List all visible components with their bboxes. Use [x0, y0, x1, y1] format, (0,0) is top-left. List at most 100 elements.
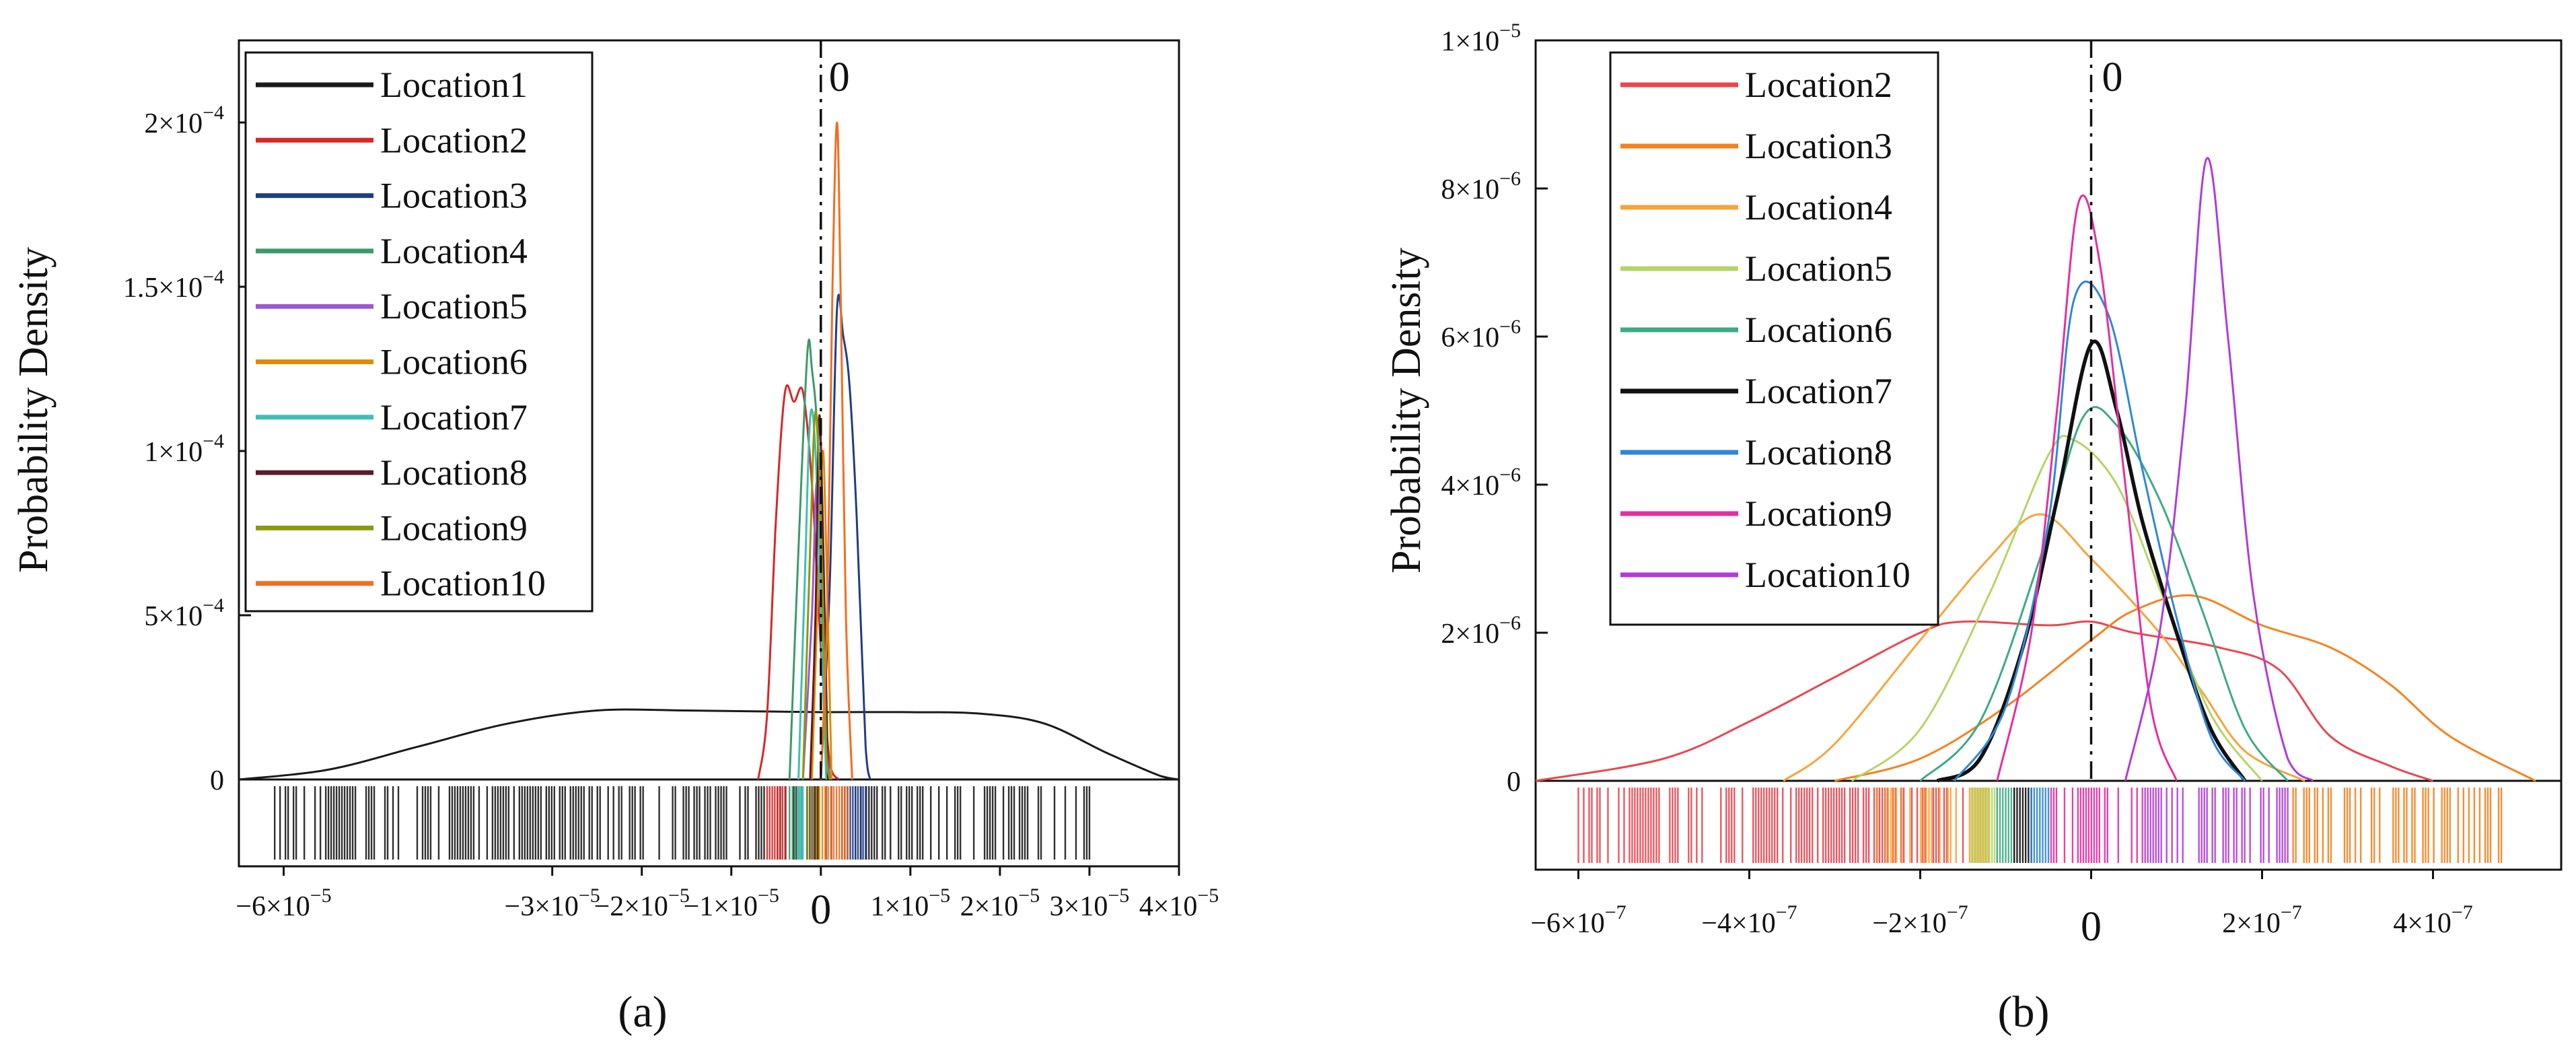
x-tick-label: −1×10−5: [684, 884, 779, 922]
legend-item: Location9: [256, 508, 528, 548]
x-tick-label-base: −2×10: [594, 891, 668, 922]
series-line-location7: [797, 408, 828, 780]
x-tick-label: 0: [2081, 904, 2102, 950]
y-tick-label-base: 5×10: [144, 601, 203, 632]
x-tick-label: 1×10−5: [871, 884, 951, 922]
x-tick-label-base: 2×10: [2222, 908, 2281, 939]
x-tick-label-exp: −7: [2452, 901, 2473, 924]
legend-item: Location8: [1620, 432, 1892, 473]
legend-label: Location8: [380, 452, 528, 493]
x-tick-label-exp: −7: [1605, 901, 1626, 924]
y-tick-label: 0: [210, 765, 224, 796]
y-tick-label-exp: −5: [1499, 20, 1521, 42]
legend-item: Location4: [1620, 187, 1892, 228]
series-line-location10: [820, 121, 853, 780]
x-tick-label-exp: −5: [1018, 884, 1040, 907]
series-line-location3: [820, 293, 871, 780]
legend-item: Location10: [1620, 555, 1910, 595]
x-tick-label-exp: −5: [1108, 884, 1129, 907]
x-tick-label-exp: −5: [310, 884, 332, 907]
legend-label: Location2: [380, 120, 528, 160]
legend-item: Location1: [256, 65, 528, 105]
series-line-location7: [1936, 339, 2247, 783]
y-tick-label: 2×10−4: [144, 102, 224, 139]
legend-item: Location5: [1620, 248, 1892, 289]
y-tick-label: 8×10−6: [1441, 168, 1521, 205]
zero-reference-label: 0: [829, 55, 850, 100]
x-tick-label: −6×10−5: [236, 884, 331, 922]
x-tick-label: −6×10−7: [1530, 901, 1626, 939]
y-tick-label: 5×10−4: [144, 594, 224, 632]
legend-label: Location9: [1745, 493, 1892, 534]
legend-label: Location4: [1745, 187, 1892, 228]
legend-item: Location7: [1620, 371, 1892, 411]
x-tick-label-base: −6×10: [1530, 908, 1604, 939]
x-tick-label-base: 2×10: [960, 891, 1019, 922]
x-tick-label: −2×10−7: [1872, 901, 1968, 939]
y-tick-label-base: 8×10: [1441, 174, 1499, 205]
y-tick-label-base: 6×10: [1441, 322, 1499, 353]
legend-item: Location3: [256, 176, 528, 216]
series-line-location2: [1535, 620, 2433, 782]
y-tick-label-exp: −4: [203, 102, 224, 124]
legend-label: Location6: [380, 342, 528, 382]
legend-box: [244, 51, 594, 613]
x-tick-label-exp: −7: [2281, 901, 2302, 924]
chart-panel-b: 02×10−64×10−66×10−68×10−61×10−5−6×10−7 −4…: [1384, 20, 2563, 1037]
panel-label: (b): [1998, 987, 2050, 1037]
x-tick-label-base: 3×10: [1050, 891, 1108, 922]
legend-item: Location4: [256, 231, 528, 271]
x-tick-label-exp: −7: [1776, 901, 1797, 924]
x-tick-label-base: 4×10: [1139, 891, 1198, 922]
series-line-location4: [1783, 513, 2305, 782]
legend-label: Location3: [1745, 126, 1892, 166]
x-tick-label: −2×10−5: [594, 884, 690, 922]
y-axis-label: Probability Density: [1384, 248, 1429, 574]
legend-label: Location6: [1745, 310, 1892, 350]
legend: Location2 Location3 Location4 Location5 Loca…: [1609, 51, 1939, 626]
y-tick-label-exp: −4: [203, 594, 224, 617]
y-tick-label: 1×10−4: [144, 430, 224, 468]
y-tick-label-base: 1.5×10: [123, 273, 203, 304]
legend-item: Location5: [256, 286, 528, 326]
x-tick-label: −3×10−5: [505, 884, 600, 922]
legend-label: Location9: [380, 508, 528, 548]
legend-label: Location10: [380, 563, 546, 604]
y-tick-label-base: 1×10: [1441, 26, 1499, 57]
legend-item: Location9: [1620, 493, 1892, 534]
x-tick-label-exp: −7: [1947, 901, 1968, 924]
legend-label: Location4: [380, 231, 528, 271]
x-tick-label-exp: −5: [1197, 884, 1219, 907]
rug-frame: [238, 778, 1180, 868]
y-tick-label-exp: −6: [1499, 612, 1521, 634]
x-tick-label: 2×10−5: [960, 884, 1040, 922]
y-tick-label: 2×10−6: [1441, 612, 1521, 650]
x-tick-label-exp: −5: [668, 884, 690, 907]
y-tick-label-exp: −6: [1499, 316, 1521, 338]
y-tick-label: 4×10−6: [1441, 464, 1521, 501]
x-tick-label-exp: −5: [929, 884, 950, 907]
legend-item: Location2: [1620, 65, 1892, 105]
x-tick-label: 4×10−7: [2393, 901, 2473, 939]
y-tick-label-base: 0: [1507, 767, 1521, 798]
x-tick-label: 0: [810, 887, 831, 933]
x-tick-label-base: −2×10: [1872, 908, 1946, 939]
series-line-location8: [809, 414, 829, 780]
x-tick-label-base: 0: [2081, 904, 2102, 950]
legend-label: Location5: [1745, 248, 1892, 289]
legend-label: Location8: [1745, 432, 1892, 473]
x-tick-label-base: 4×10: [2393, 908, 2452, 939]
zero-reference-label: 0: [2102, 55, 2123, 100]
x-tick-label: 4×10−5: [1139, 884, 1219, 922]
series-line-location3: [1834, 594, 2536, 782]
series-line-location9: [1996, 194, 2178, 782]
x-tick-label-base: −6×10: [236, 891, 310, 922]
y-tick-label: 1.5×10−4: [123, 266, 224, 304]
legend-label: Location1: [380, 65, 528, 105]
y-tick-label-base: 2×10: [144, 108, 203, 139]
y-tick-label-exp: −4: [203, 266, 224, 288]
x-tick-label-base: 1×10: [871, 891, 929, 922]
y-tick-label-base: 1×10: [144, 437, 203, 468]
legend-label: Location2: [1745, 65, 1892, 105]
